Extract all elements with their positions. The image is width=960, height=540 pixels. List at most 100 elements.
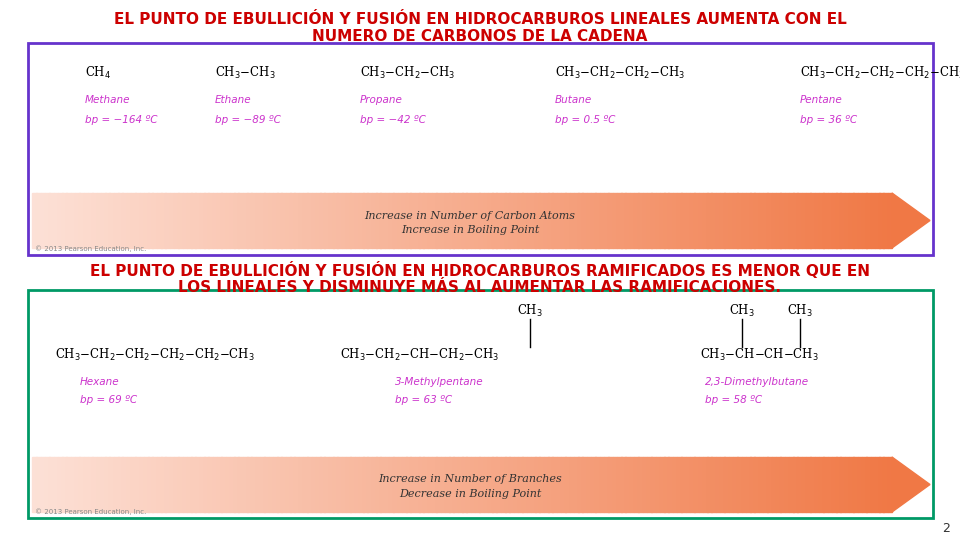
Bar (819, 193, 824, 248)
Bar (879, 193, 884, 248)
Bar (638, 457, 643, 512)
Bar (273, 193, 277, 248)
Bar (621, 457, 626, 512)
Bar (436, 457, 441, 512)
Bar (561, 193, 565, 248)
Bar (755, 193, 759, 248)
Bar (234, 193, 239, 248)
Bar (303, 457, 308, 512)
Bar (526, 457, 531, 512)
Bar (746, 193, 751, 248)
Bar (664, 457, 669, 512)
Bar (510, 457, 515, 512)
Bar (109, 457, 114, 512)
Text: Methane: Methane (85, 95, 131, 105)
Bar (587, 193, 591, 248)
Bar (385, 193, 390, 248)
Bar (488, 457, 492, 512)
Bar (427, 193, 432, 248)
Bar (196, 457, 201, 512)
Bar (462, 457, 467, 512)
Bar (840, 457, 845, 512)
Bar (458, 457, 463, 512)
Bar (780, 193, 785, 248)
Bar (484, 193, 489, 248)
Bar (600, 457, 605, 512)
Bar (708, 193, 712, 248)
Bar (411, 193, 415, 248)
Bar (264, 457, 269, 512)
Bar (109, 193, 114, 248)
Text: bp = 69 ºC: bp = 69 ºC (80, 395, 137, 405)
Bar (350, 457, 355, 512)
Bar (84, 193, 88, 248)
Text: CH$_3$$-$CH$_2$$-$CH$_2$$-$CH$_2$$-$CH$_2$$-$CH$_3$: CH$_3$$-$CH$_2$$-$CH$_2$$-$CH$_2$$-$CH$_… (55, 347, 254, 363)
Bar (720, 193, 725, 248)
Bar (883, 457, 888, 512)
Bar (767, 193, 772, 248)
Bar (45, 193, 50, 248)
Text: bp = 36 ºC: bp = 36 ºC (800, 115, 857, 125)
Bar (299, 457, 303, 512)
Bar (621, 193, 626, 248)
Bar (226, 193, 230, 248)
Bar (32, 193, 36, 248)
Bar (591, 193, 596, 248)
Bar (432, 457, 437, 512)
Bar (311, 457, 316, 512)
Bar (187, 457, 192, 512)
Bar (161, 193, 166, 248)
Bar (260, 193, 265, 248)
Text: Pentane: Pentane (800, 95, 843, 105)
Bar (543, 457, 548, 512)
Bar (690, 457, 695, 512)
Bar (732, 193, 737, 248)
Bar (71, 193, 76, 248)
Bar (682, 457, 686, 512)
Bar (479, 193, 484, 248)
Bar (316, 457, 321, 512)
Bar (604, 193, 609, 248)
Bar (780, 457, 785, 512)
Bar (776, 193, 780, 248)
Bar (380, 457, 385, 512)
Polygon shape (892, 457, 930, 512)
Bar (54, 457, 59, 512)
Bar (204, 193, 209, 248)
Bar (767, 457, 772, 512)
Bar (879, 457, 884, 512)
Bar (449, 457, 454, 512)
Bar (875, 457, 879, 512)
Text: 2: 2 (942, 522, 950, 535)
Bar (578, 457, 583, 512)
Bar (324, 193, 329, 248)
Bar (221, 193, 226, 248)
Bar (552, 193, 557, 248)
Bar (552, 457, 557, 512)
Bar (316, 193, 321, 248)
Bar (264, 193, 269, 248)
Bar (255, 457, 260, 512)
Bar (385, 457, 390, 512)
Bar (862, 193, 867, 248)
Bar (252, 193, 256, 248)
Bar (66, 193, 71, 248)
Bar (548, 193, 553, 248)
Bar (290, 193, 295, 248)
Bar (784, 193, 789, 248)
Bar (36, 457, 41, 512)
Bar (853, 457, 858, 512)
Bar (535, 193, 540, 248)
Bar (857, 457, 862, 512)
Bar (828, 193, 832, 248)
Bar (165, 457, 170, 512)
Bar (328, 193, 333, 248)
Bar (354, 193, 359, 248)
Text: © 2013 Pearson Education, Inc.: © 2013 Pearson Education, Inc. (35, 508, 146, 515)
Bar (286, 193, 291, 248)
Bar (630, 457, 635, 512)
Bar (467, 457, 471, 512)
Bar (699, 193, 704, 248)
Bar (80, 457, 84, 512)
Bar (866, 193, 871, 248)
